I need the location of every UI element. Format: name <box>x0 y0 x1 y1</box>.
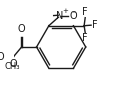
Text: O: O <box>18 24 25 34</box>
Text: F: F <box>92 20 97 30</box>
Text: F: F <box>82 7 88 17</box>
Text: O: O <box>69 11 77 21</box>
Text: CH₃: CH₃ <box>5 63 20 72</box>
Text: O: O <box>0 52 4 62</box>
Text: ⁻: ⁻ <box>71 9 75 18</box>
Text: O: O <box>9 59 17 69</box>
Text: N: N <box>56 11 63 21</box>
Text: F: F <box>82 33 88 43</box>
Text: +: + <box>62 8 68 14</box>
